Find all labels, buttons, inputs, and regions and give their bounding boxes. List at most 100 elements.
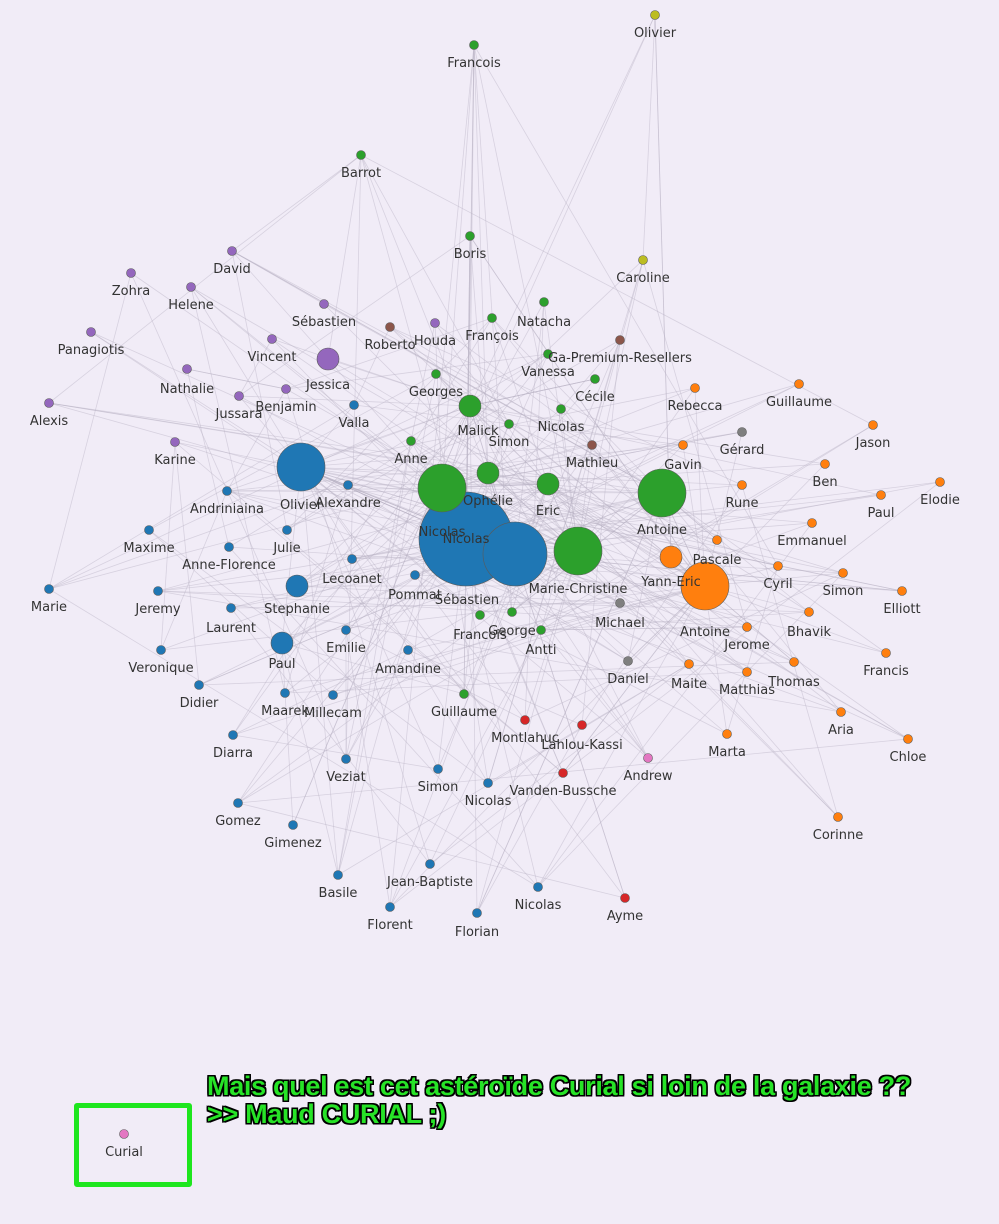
node-circle[interactable] bbox=[587, 440, 597, 450]
node-circle[interactable] bbox=[620, 893, 630, 903]
node-circle[interactable] bbox=[615, 335, 625, 345]
node-circle[interactable] bbox=[282, 525, 292, 535]
node-circle[interactable] bbox=[659, 545, 683, 569]
node-circle[interactable] bbox=[126, 268, 136, 278]
graph-node[interactable] bbox=[533, 882, 543, 892]
node-circle[interactable] bbox=[678, 440, 688, 450]
node-circle[interactable] bbox=[431, 369, 441, 379]
graph-node[interactable] bbox=[838, 568, 848, 578]
graph-node[interactable] bbox=[86, 327, 96, 337]
node-circle[interactable] bbox=[536, 625, 546, 635]
graph-node[interactable] bbox=[789, 657, 799, 667]
node-circle[interactable] bbox=[417, 463, 467, 513]
node-circle[interactable] bbox=[881, 648, 891, 658]
graph-node[interactable] bbox=[406, 436, 416, 446]
node-circle[interactable] bbox=[469, 40, 479, 50]
node-circle[interactable] bbox=[458, 394, 482, 418]
node-circle[interactable] bbox=[838, 568, 848, 578]
node-circle[interactable] bbox=[807, 518, 817, 528]
node-circle[interactable] bbox=[288, 820, 298, 830]
node-circle[interactable] bbox=[487, 313, 497, 323]
node-circle[interactable] bbox=[722, 729, 732, 739]
node-circle[interactable] bbox=[186, 282, 196, 292]
node-circle[interactable] bbox=[270, 631, 294, 655]
graph-node[interactable] bbox=[475, 610, 485, 620]
graph-node[interactable] bbox=[459, 689, 469, 699]
node-circle[interactable] bbox=[319, 299, 329, 309]
node-circle[interactable] bbox=[156, 645, 166, 655]
graph-node[interactable] bbox=[643, 753, 653, 763]
graph-node[interactable] bbox=[543, 349, 553, 359]
node-circle[interactable] bbox=[459, 689, 469, 699]
node-circle[interactable] bbox=[903, 734, 913, 744]
graph-node[interactable] bbox=[804, 607, 814, 617]
graph-node[interactable] bbox=[868, 420, 878, 430]
graph-node[interactable] bbox=[347, 554, 357, 564]
node-circle[interactable] bbox=[86, 327, 96, 337]
graph-node[interactable] bbox=[119, 1129, 129, 1139]
node-circle[interactable] bbox=[536, 472, 560, 496]
graph-node[interactable] bbox=[44, 584, 54, 594]
graph-node[interactable] bbox=[465, 231, 475, 241]
node-circle[interactable] bbox=[533, 882, 543, 892]
node-circle[interactable] bbox=[684, 659, 694, 669]
graph-node[interactable] bbox=[156, 645, 166, 655]
node-circle[interactable] bbox=[385, 902, 395, 912]
node-circle[interactable] bbox=[224, 542, 234, 552]
node-circle[interactable] bbox=[433, 764, 443, 774]
node-circle[interactable] bbox=[170, 437, 180, 447]
graph-node[interactable] bbox=[431, 369, 441, 379]
node-circle[interactable] bbox=[935, 477, 945, 487]
graph-node[interactable] bbox=[483, 778, 493, 788]
node-circle[interactable] bbox=[403, 645, 413, 655]
graph-node[interactable] bbox=[234, 391, 244, 401]
graph-node[interactable] bbox=[356, 150, 366, 160]
graph-node[interactable] bbox=[482, 521, 548, 587]
graph-node[interactable] bbox=[224, 542, 234, 552]
graph-node[interactable] bbox=[590, 374, 600, 384]
node-circle[interactable] bbox=[349, 400, 359, 410]
graph-node[interactable] bbox=[556, 404, 566, 414]
node-circle[interactable] bbox=[637, 468, 687, 518]
node-circle[interactable] bbox=[590, 374, 600, 384]
node-circle[interactable] bbox=[228, 730, 238, 740]
node-circle[interactable] bbox=[868, 420, 878, 430]
graph-node[interactable] bbox=[833, 812, 843, 822]
graph-node[interactable] bbox=[270, 631, 294, 655]
node-circle[interactable] bbox=[643, 753, 653, 763]
graph-node[interactable] bbox=[650, 10, 660, 20]
graph-node[interactable] bbox=[507, 607, 517, 617]
node-circle[interactable] bbox=[789, 657, 799, 667]
graph-node[interactable] bbox=[430, 318, 440, 328]
graph-node[interactable] bbox=[472, 908, 482, 918]
node-circle[interactable] bbox=[543, 349, 553, 359]
graph-node[interactable] bbox=[742, 667, 752, 677]
graph-node[interactable] bbox=[615, 598, 625, 608]
node-circle[interactable] bbox=[737, 480, 747, 490]
node-circle[interactable] bbox=[804, 607, 814, 617]
graph-node[interactable] bbox=[425, 859, 435, 869]
node-circle[interactable] bbox=[44, 398, 54, 408]
graph-node[interactable] bbox=[577, 720, 587, 730]
node-circle[interactable] bbox=[507, 607, 517, 617]
graph-node[interactable] bbox=[417, 463, 467, 513]
node-circle[interactable] bbox=[153, 586, 163, 596]
graph-node[interactable] bbox=[285, 574, 309, 598]
graph-node[interactable] bbox=[385, 322, 395, 332]
graph-node[interactable] bbox=[153, 586, 163, 596]
graph-node[interactable] bbox=[623, 656, 633, 666]
node-circle[interactable] bbox=[226, 603, 236, 613]
graph-node[interactable] bbox=[226, 603, 236, 613]
node-circle[interactable] bbox=[144, 525, 154, 535]
graph-node[interactable] bbox=[539, 297, 549, 307]
node-circle[interactable] bbox=[820, 459, 830, 469]
graph-node[interactable] bbox=[935, 477, 945, 487]
node-circle[interactable] bbox=[328, 690, 338, 700]
graph-node[interactable] bbox=[281, 384, 291, 394]
graph-node[interactable] bbox=[385, 902, 395, 912]
graph-node[interactable] bbox=[433, 764, 443, 774]
node-circle[interactable] bbox=[430, 318, 440, 328]
node-circle[interactable] bbox=[347, 554, 357, 564]
graph-node[interactable] bbox=[328, 690, 338, 700]
graph-node[interactable] bbox=[558, 768, 568, 778]
